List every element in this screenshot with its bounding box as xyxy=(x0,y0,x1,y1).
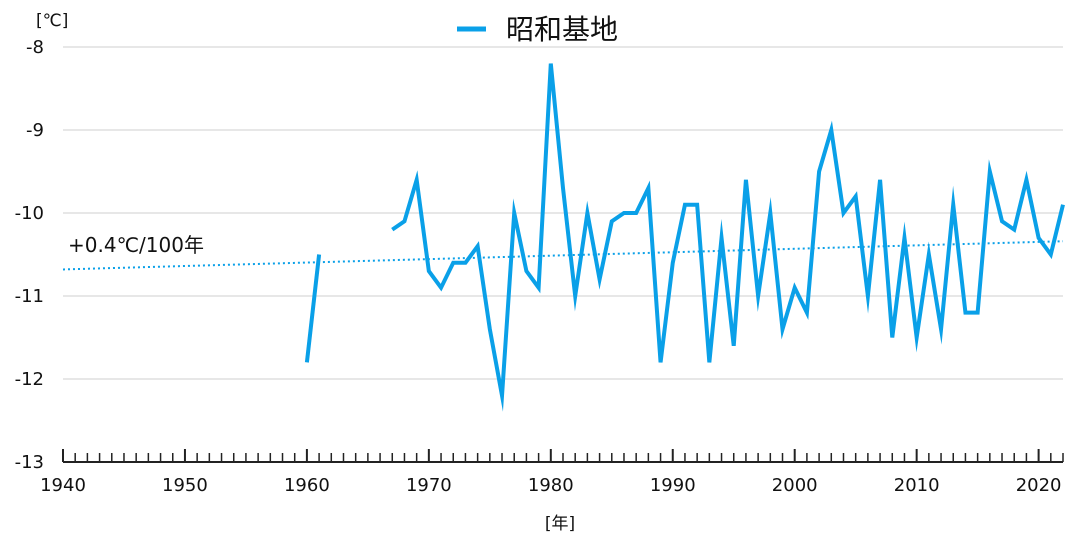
trend-line xyxy=(62,240,1064,271)
y-tick-label: -10 xyxy=(15,203,44,224)
x-tick-label: 2000 xyxy=(772,475,818,496)
y-tick-label: -13 xyxy=(15,452,44,473)
grid-lines xyxy=(63,46,1063,380)
series-line-segment xyxy=(391,63,1065,412)
x-axis-unit-label: [年] xyxy=(545,514,575,534)
y-axis: -8 -9 -10 -11 -12 -13 xyxy=(15,37,44,473)
y-tick-label: -9 xyxy=(26,120,44,141)
y-tick-label: -12 xyxy=(15,369,44,390)
y-axis-unit-label: [℃] xyxy=(36,11,68,31)
x-tick-label: 1980 xyxy=(528,475,574,496)
x-tick-label: 1970 xyxy=(406,475,452,496)
trend-layer xyxy=(62,240,1064,271)
series-line-segment xyxy=(304,254,322,363)
x-tick-label: 2020 xyxy=(1016,475,1062,496)
x-tick-label: 1960 xyxy=(284,475,330,496)
x-tick-label: 1950 xyxy=(162,475,208,496)
x-tick-label: 2010 xyxy=(894,475,940,496)
x-tick-label: 1940 xyxy=(40,475,86,496)
x-tick-label: 1990 xyxy=(650,475,696,496)
x-axis: 1940 1950 1960 1970 1980 1990 2000 2010 2020 xyxy=(40,449,1064,496)
y-tick-label: -8 xyxy=(26,37,44,58)
series-layer xyxy=(304,63,1065,412)
trend-annotation: +0.4℃/100年 xyxy=(68,233,204,257)
y-tick-label: -11 xyxy=(15,286,44,307)
legend-label: 昭和基地 xyxy=(506,13,618,46)
legend: 昭和基地 xyxy=(457,13,618,46)
